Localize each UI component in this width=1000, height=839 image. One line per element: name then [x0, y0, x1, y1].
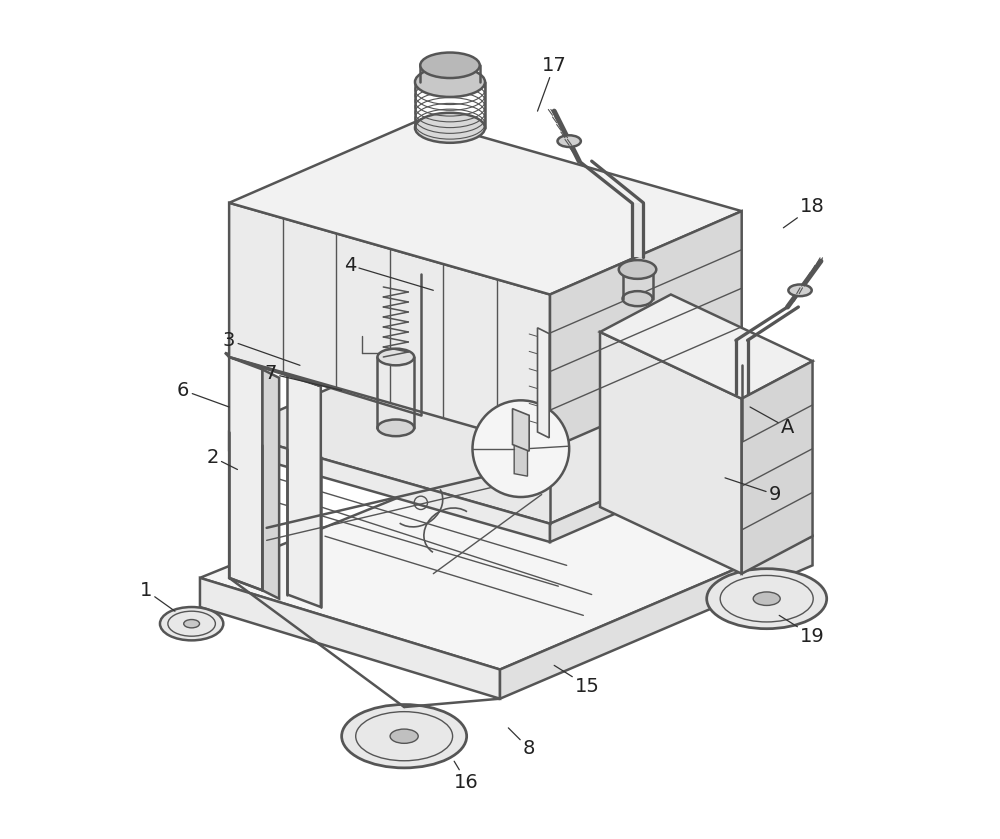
Text: 19: 19: [779, 615, 825, 646]
Polygon shape: [262, 369, 279, 599]
Polygon shape: [742, 361, 813, 574]
Ellipse shape: [184, 619, 200, 628]
Text: A: A: [750, 407, 794, 437]
Circle shape: [472, 400, 569, 497]
Polygon shape: [229, 349, 742, 524]
Ellipse shape: [420, 53, 480, 78]
Polygon shape: [229, 203, 550, 449]
Text: 8: 8: [508, 728, 535, 758]
Ellipse shape: [623, 291, 653, 306]
Polygon shape: [287, 373, 321, 607]
Ellipse shape: [415, 112, 485, 143]
Polygon shape: [200, 578, 500, 699]
Polygon shape: [538, 328, 549, 438]
Text: 3: 3: [223, 331, 300, 365]
Ellipse shape: [788, 284, 812, 296]
Ellipse shape: [623, 262, 653, 277]
Ellipse shape: [619, 260, 656, 279]
Polygon shape: [229, 357, 262, 591]
Polygon shape: [550, 211, 742, 449]
Polygon shape: [513, 409, 529, 451]
Polygon shape: [600, 294, 813, 399]
Text: 4: 4: [344, 256, 433, 290]
Text: 9: 9: [725, 478, 781, 504]
Polygon shape: [550, 440, 742, 542]
Text: 1: 1: [140, 581, 175, 611]
Polygon shape: [200, 445, 813, 670]
Ellipse shape: [390, 729, 418, 743]
Ellipse shape: [377, 349, 414, 365]
Ellipse shape: [342, 705, 467, 768]
Polygon shape: [229, 432, 550, 542]
Polygon shape: [632, 203, 643, 257]
Ellipse shape: [707, 569, 827, 628]
Text: 16: 16: [454, 761, 479, 791]
Polygon shape: [500, 536, 813, 699]
Polygon shape: [229, 119, 742, 294]
Ellipse shape: [160, 607, 223, 640]
Text: 7: 7: [265, 364, 342, 390]
Text: 18: 18: [783, 197, 825, 228]
Ellipse shape: [753, 592, 780, 606]
Ellipse shape: [415, 67, 485, 97]
Ellipse shape: [558, 135, 581, 147]
Text: 17: 17: [538, 55, 567, 111]
Text: 15: 15: [554, 665, 600, 696]
Text: 2: 2: [206, 447, 237, 470]
Ellipse shape: [377, 420, 414, 436]
Text: 6: 6: [177, 381, 229, 407]
Polygon shape: [514, 424, 528, 477]
Polygon shape: [225, 353, 321, 386]
Polygon shape: [600, 332, 742, 574]
